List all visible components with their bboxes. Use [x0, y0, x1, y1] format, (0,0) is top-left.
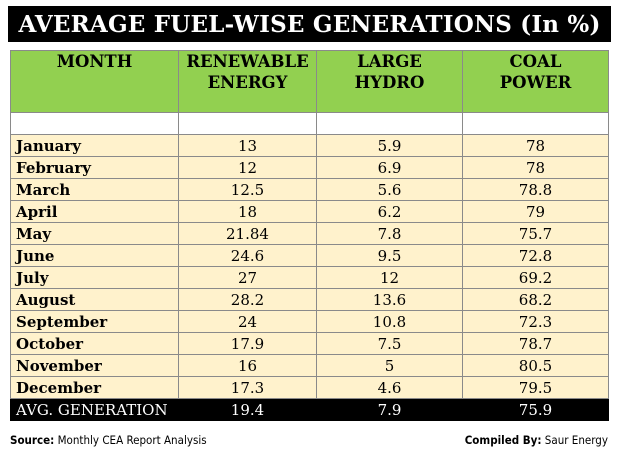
renewable-cell: 21.84 [178, 222, 317, 245]
hydro-cell: 6.9 [316, 156, 463, 179]
month-cell: March [10, 178, 179, 201]
renewable-cell: 24 [178, 310, 317, 333]
month-cell: December [10, 376, 179, 399]
coal-cell: 79 [462, 200, 609, 223]
header-coal-line2: POWER [499, 73, 572, 92]
table-row: February 12 6.9 78 [10, 156, 609, 179]
header-hydro-line1: LARGE [357, 52, 422, 71]
coal-cell: 79.5 [462, 376, 609, 399]
coal-cell: 75.7 [462, 222, 609, 245]
header-large-hydro: LARGE HYDRO [316, 50, 463, 113]
month-cell: April [10, 200, 179, 223]
renewable-cell: 12.5 [178, 178, 317, 201]
coal-cell: 78.8 [462, 178, 609, 201]
coal-cell: 68.2 [462, 288, 609, 311]
month-cell: February [10, 156, 179, 179]
month-cell: September [10, 310, 179, 333]
table-row: July 27 12 69.2 [10, 266, 609, 289]
renewable-cell: 13 [178, 134, 317, 157]
hydro-cell: 12 [316, 266, 463, 289]
header-coal-line1: COAL [509, 52, 562, 71]
renewable-cell: 28.2 [178, 288, 317, 311]
footer: Source: Monthly CEA Report Analysis Comp… [10, 430, 610, 450]
table-row: September 24 10.8 72.3 [10, 310, 609, 333]
spacer-cell [462, 112, 609, 135]
fuel-generation-table: MONTH RENEWABLE ENERGY LARGE HYDRO COAL … [10, 50, 609, 421]
source-label: Source: [10, 433, 55, 447]
hydro-cell: 5.9 [316, 134, 463, 157]
hydro-cell: 7.5 [316, 332, 463, 355]
renewable-cell: 17.3 [178, 376, 317, 399]
spacer-cell [10, 112, 179, 135]
table-row: December 17.3 4.6 79.5 [10, 376, 609, 399]
coal-cell: 72.8 [462, 244, 609, 267]
average-renewable: 19.4 [178, 398, 317, 421]
compiled-by-note: Compiled By: Saur Energy [465, 433, 608, 447]
coal-cell: 72.3 [462, 310, 609, 333]
compiled-label: Compiled By: [464, 433, 542, 447]
table-row: January 13 5.9 78 [10, 134, 609, 157]
table-body: January 13 5.9 78 February 12 6.9 78 Mar… [10, 112, 609, 421]
renewable-cell: 16 [178, 354, 317, 377]
table-row: November 16 5 80.5 [10, 354, 609, 377]
spacer-row [10, 112, 609, 135]
month-cell: July [10, 266, 179, 289]
average-hydro: 7.9 [316, 398, 463, 421]
hydro-cell: 13.6 [316, 288, 463, 311]
hydro-cell: 4.6 [316, 376, 463, 399]
average-coal: 75.9 [462, 398, 609, 421]
month-cell: June [10, 244, 179, 267]
coal-cell: 78.7 [462, 332, 609, 355]
header-month: MONTH [10, 50, 179, 113]
source-note: Source: Monthly CEA Report Analysis [10, 433, 207, 447]
renewable-cell: 27 [178, 266, 317, 289]
table-title: AVERAGE FUEL-WISE GENERATIONS (In %) [8, 6, 611, 42]
hydro-cell: 9.5 [316, 244, 463, 267]
renewable-cell: 17.9 [178, 332, 317, 355]
table-row: June 24.6 9.5 72.8 [10, 244, 609, 267]
coal-cell: 69.2 [462, 266, 609, 289]
table-row: March 12.5 5.6 78.8 [10, 178, 609, 201]
source-text: Monthly CEA Report Analysis [54, 433, 207, 447]
table-row: August 28.2 13.6 68.2 [10, 288, 609, 311]
table-row: May 21.84 7.8 75.7 [10, 222, 609, 245]
table-row: April 18 6.2 79 [10, 200, 609, 223]
average-label: AVG. GENERATION [10, 398, 179, 421]
coal-cell: 80.5 [462, 354, 609, 377]
compiled-text: Saur Energy [541, 433, 608, 447]
hydro-cell: 6.2 [316, 200, 463, 223]
hydro-cell: 10.8 [316, 310, 463, 333]
spacer-cell [178, 112, 317, 135]
header-month-text: MONTH [56, 52, 133, 71]
header-row: MONTH RENEWABLE ENERGY LARGE HYDRO COAL … [10, 50, 609, 113]
header-renewable-energy: RENEWABLE ENERGY [178, 50, 317, 113]
renewable-cell: 18 [178, 200, 317, 223]
hydro-cell: 7.8 [316, 222, 463, 245]
spacer-cell [316, 112, 463, 135]
header-coal-power: COAL POWER [462, 50, 609, 113]
table-row: October 17.9 7.5 78.7 [10, 332, 609, 355]
month-cell: January [10, 134, 179, 157]
month-cell: May [10, 222, 179, 245]
header-renewable-line1: RENEWABLE [186, 52, 309, 71]
hydro-cell: 5.6 [316, 178, 463, 201]
coal-cell: 78 [462, 156, 609, 179]
average-row: AVG. GENERATION 19.4 7.9 75.9 [10, 398, 609, 421]
month-cell: August [10, 288, 179, 311]
month-cell: November [10, 354, 179, 377]
header-hydro-line2: HYDRO [354, 73, 425, 92]
header-renewable-line2: ENERGY [207, 73, 288, 92]
renewable-cell: 12 [178, 156, 317, 179]
hydro-cell: 5 [316, 354, 463, 377]
renewable-cell: 24.6 [178, 244, 317, 267]
month-cell: October [10, 332, 179, 355]
coal-cell: 78 [462, 134, 609, 157]
